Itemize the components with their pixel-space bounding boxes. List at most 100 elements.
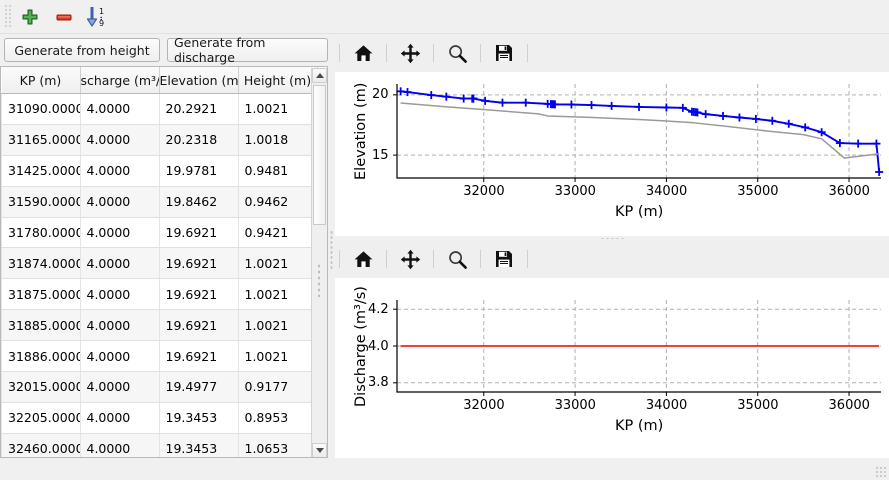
cell-height[interactable]: 1.0653 bbox=[238, 433, 318, 457]
cell-elevation[interactable]: 19.6921 bbox=[159, 309, 239, 342]
cell-elevation[interactable]: 19.8462 bbox=[159, 186, 239, 218]
table-row[interactable]: 31886.0000 4.0000 19.6921 1.0021 bbox=[1, 340, 318, 373]
cell-elevation[interactable]: 19.9781 bbox=[159, 155, 239, 187]
cell-discharge[interactable]: 4.0000 bbox=[80, 340, 160, 373]
cell-height[interactable]: 1.0021 bbox=[238, 278, 318, 311]
table-row[interactable]: 31885.0000 4.0000 19.6921 1.0021 bbox=[1, 309, 318, 342]
cell-elevation[interactable]: 19.3453 bbox=[159, 433, 239, 457]
cell-kp[interactable]: 32460.0000 bbox=[1, 433, 81, 457]
vertical-splitter[interactable] bbox=[328, 34, 335, 458]
discharge-chart-svg bbox=[335, 278, 889, 458]
cell-elevation[interactable]: 19.3453 bbox=[159, 402, 239, 434]
cell-discharge[interactable]: 4.0000 bbox=[80, 217, 160, 249]
cell-discharge[interactable]: 4.0000 bbox=[80, 155, 160, 187]
scroll-up-arrow-icon[interactable] bbox=[312, 68, 327, 83]
horizontal-splitter[interactable] bbox=[335, 236, 889, 240]
cell-elevation[interactable]: 19.6921 bbox=[159, 340, 239, 373]
cell-discharge[interactable]: 4.0000 bbox=[80, 186, 160, 218]
cell-kp[interactable]: 32015.0000 bbox=[1, 371, 81, 403]
pan-icon[interactable] bbox=[391, 38, 429, 68]
cell-elevation[interactable]: 20.2921 bbox=[159, 93, 239, 125]
cell-kp[interactable]: 31165.0000 bbox=[1, 124, 81, 156]
cell-elevation[interactable]: 19.4977 bbox=[159, 371, 239, 403]
zoom-icon[interactable] bbox=[438, 244, 476, 274]
cell-height[interactable]: 1.0021 bbox=[238, 247, 318, 280]
table-row[interactable]: 32460.0000 4.0000 19.3453 1.0653 bbox=[1, 433, 318, 457]
svg-text:1: 1 bbox=[99, 7, 104, 16]
discharge-plot-panel: 32000 33000 34000 35000 36000 3.8 4.0 4.2 KP (m)… bbox=[335, 240, 889, 458]
table-row[interactable]: 31780.0000 4.0000 19.6921 0.9421 bbox=[1, 217, 318, 249]
cell-kp[interactable]: 31780.0000 bbox=[1, 217, 81, 249]
cell-kp[interactable]: 31590.0000 bbox=[1, 186, 81, 218]
x-tick-label: 36000 bbox=[828, 184, 870, 199]
remove-row-icon[interactable] bbox=[47, 2, 81, 32]
pan-icon[interactable] bbox=[391, 244, 429, 274]
resize-grip-icon[interactable] bbox=[875, 466, 887, 478]
table-header: KP (m) scharge (m³/ Elevation (m) Height… bbox=[1, 67, 318, 94]
home-icon[interactable] bbox=[344, 244, 382, 274]
column-header-kp[interactable]: KP (m) bbox=[1, 67, 81, 94]
column-header-height[interactable]: Height (m) bbox=[238, 67, 318, 94]
table-row[interactable]: 31875.0000 4.0000 19.6921 1.0021 bbox=[1, 278, 318, 311]
add-row-icon[interactable] bbox=[13, 2, 47, 32]
cell-discharge[interactable]: 4.0000 bbox=[80, 278, 160, 311]
home-icon[interactable] bbox=[344, 38, 382, 68]
zoom-icon[interactable] bbox=[438, 38, 476, 68]
cell-kp[interactable]: 31874.0000 bbox=[1, 247, 81, 280]
table-row[interactable]: 31590.0000 4.0000 19.8462 0.9462 bbox=[1, 186, 318, 218]
table-row[interactable]: 32015.0000 4.0000 19.4977 0.9177 bbox=[1, 371, 318, 403]
table-row[interactable]: 31165.0000 4.0000 20.2318 1.0018 bbox=[1, 124, 318, 156]
discharge-plot-toolbar bbox=[335, 240, 889, 278]
cell-height[interactable]: 1.0021 bbox=[238, 340, 318, 373]
elevation-chart-svg bbox=[335, 72, 889, 236]
table-row[interactable]: 31090.0000 4.0000 20.2921 1.0021 bbox=[1, 93, 318, 125]
save-icon[interactable] bbox=[485, 38, 523, 68]
splitter-grip bbox=[330, 230, 333, 270]
cell-kp[interactable]: 32205.0000 bbox=[1, 402, 81, 434]
cell-discharge[interactable]: 4.0000 bbox=[80, 124, 160, 156]
table-row[interactable]: 32205.0000 4.0000 19.3453 0.8953 bbox=[1, 402, 318, 434]
cell-discharge[interactable]: 4.0000 bbox=[80, 93, 160, 125]
cell-height[interactable]: 1.0021 bbox=[238, 93, 318, 125]
cell-kp[interactable]: 31425.0000 bbox=[1, 155, 81, 187]
cell-kp[interactable]: 31875.0000 bbox=[1, 278, 81, 311]
generate-from-height-button[interactable]: Generate from height bbox=[4, 38, 160, 62]
cell-discharge[interactable]: 4.0000 bbox=[80, 433, 160, 457]
column-header-elevation[interactable]: Elevation (m) bbox=[159, 67, 239, 94]
discharge-chart-canvas[interactable]: 32000 33000 34000 35000 36000 3.8 4.0 4.2 KP (m)… bbox=[335, 278, 889, 458]
cell-discharge[interactable]: 4.0000 bbox=[80, 402, 160, 434]
cell-discharge[interactable]: 4.0000 bbox=[80, 247, 160, 280]
cell-height[interactable]: 0.9421 bbox=[238, 217, 318, 249]
cell-discharge[interactable]: 4.0000 bbox=[80, 371, 160, 403]
x-tick-label: 36000 bbox=[828, 398, 870, 413]
main-toolbar: 1 9 bbox=[0, 0, 889, 34]
cell-elevation[interactable]: 19.6921 bbox=[159, 247, 239, 280]
cell-kp[interactable]: 31090.0000 bbox=[1, 93, 81, 125]
table-row[interactable]: 31874.0000 4.0000 19.6921 1.0021 bbox=[1, 247, 318, 280]
cell-kp[interactable]: 31885.0000 bbox=[1, 309, 81, 342]
scroll-down-arrow-icon[interactable] bbox=[312, 443, 327, 457]
cell-height[interactable]: 0.9462 bbox=[238, 186, 318, 218]
cell-height[interactable]: 1.0018 bbox=[238, 124, 318, 156]
save-icon[interactable] bbox=[485, 244, 523, 274]
generate-from-discharge-button[interactable]: Generate from discharge bbox=[167, 35, 328, 65]
cell-height[interactable]: 1.0021 bbox=[238, 309, 318, 342]
y-tick-label: 4.0 bbox=[368, 338, 389, 354]
table-row[interactable]: 31425.0000 4.0000 19.9781 0.9481 bbox=[1, 155, 318, 187]
cell-discharge[interactable]: 4.0000 bbox=[80, 309, 160, 342]
x-tick-label: 34000 bbox=[645, 398, 688, 413]
cell-height[interactable]: 0.9177 bbox=[238, 371, 318, 403]
cell-height[interactable]: 0.8953 bbox=[238, 402, 318, 434]
cell-kp[interactable]: 31886.0000 bbox=[1, 340, 81, 373]
table-vertical-scrollbar[interactable] bbox=[311, 68, 327, 457]
column-header-discharge[interactable]: scharge (m³/ bbox=[80, 67, 160, 94]
toolbar-drag-handle[interactable] bbox=[3, 4, 13, 29]
sort-descending-icon[interactable]: 1 9 bbox=[81, 2, 115, 32]
cell-height[interactable]: 0.9481 bbox=[238, 155, 318, 187]
cell-elevation[interactable]: 19.6921 bbox=[159, 278, 239, 311]
cell-elevation[interactable]: 20.2318 bbox=[159, 124, 239, 156]
elevation-chart-canvas[interactable]: 32000 33000 34000 35000 36000 15 20 KP (m) Eleva… bbox=[335, 72, 889, 236]
cell-elevation[interactable]: 19.6921 bbox=[159, 217, 239, 249]
scrollbar-thumb[interactable] bbox=[313, 85, 326, 225]
